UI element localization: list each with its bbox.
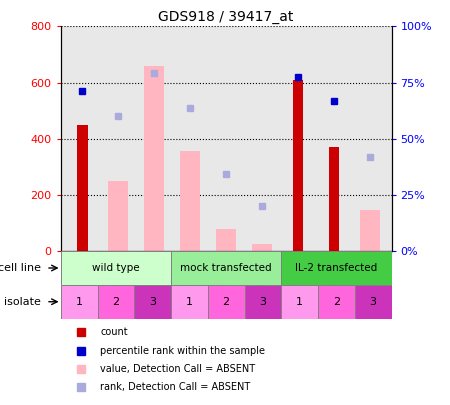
Bar xyxy=(108,181,128,251)
Bar xyxy=(252,244,272,251)
Title: GDS918 / 39417_at: GDS918 / 39417_at xyxy=(158,10,294,24)
Bar xyxy=(144,66,164,251)
Text: 3: 3 xyxy=(259,297,266,307)
Text: cell line: cell line xyxy=(0,263,40,273)
Bar xyxy=(360,211,380,251)
Bar xyxy=(292,80,303,251)
Text: count: count xyxy=(100,327,128,337)
Bar xyxy=(171,251,281,285)
Text: IL-2 transfected: IL-2 transfected xyxy=(295,263,378,273)
Bar xyxy=(318,285,355,319)
Bar xyxy=(98,285,134,319)
Text: percentile rank within the sample: percentile rank within the sample xyxy=(100,345,266,356)
Bar xyxy=(134,285,171,319)
Text: 1: 1 xyxy=(186,297,193,307)
Bar xyxy=(216,229,236,251)
Text: 2: 2 xyxy=(333,297,340,307)
Bar xyxy=(61,251,171,285)
Text: 2: 2 xyxy=(223,297,230,307)
Bar xyxy=(77,125,88,251)
Bar xyxy=(281,285,318,319)
Text: 2: 2 xyxy=(112,297,119,307)
Text: value, Detection Call = ABSENT: value, Detection Call = ABSENT xyxy=(100,364,256,374)
Bar xyxy=(244,285,281,319)
Bar xyxy=(355,285,392,319)
Bar xyxy=(328,147,339,251)
Bar xyxy=(180,151,200,251)
Text: 1: 1 xyxy=(76,297,83,307)
Text: rank, Detection Call = ABSENT: rank, Detection Call = ABSENT xyxy=(100,382,251,392)
Text: mock transfected: mock transfected xyxy=(180,263,272,273)
Text: wild type: wild type xyxy=(92,263,140,273)
Bar xyxy=(171,285,208,319)
Text: 1: 1 xyxy=(296,297,303,307)
Text: 3: 3 xyxy=(369,297,377,307)
Bar xyxy=(208,285,244,319)
Text: 3: 3 xyxy=(149,297,156,307)
Bar xyxy=(61,285,98,319)
Text: isolate: isolate xyxy=(4,297,40,307)
Bar xyxy=(281,251,392,285)
